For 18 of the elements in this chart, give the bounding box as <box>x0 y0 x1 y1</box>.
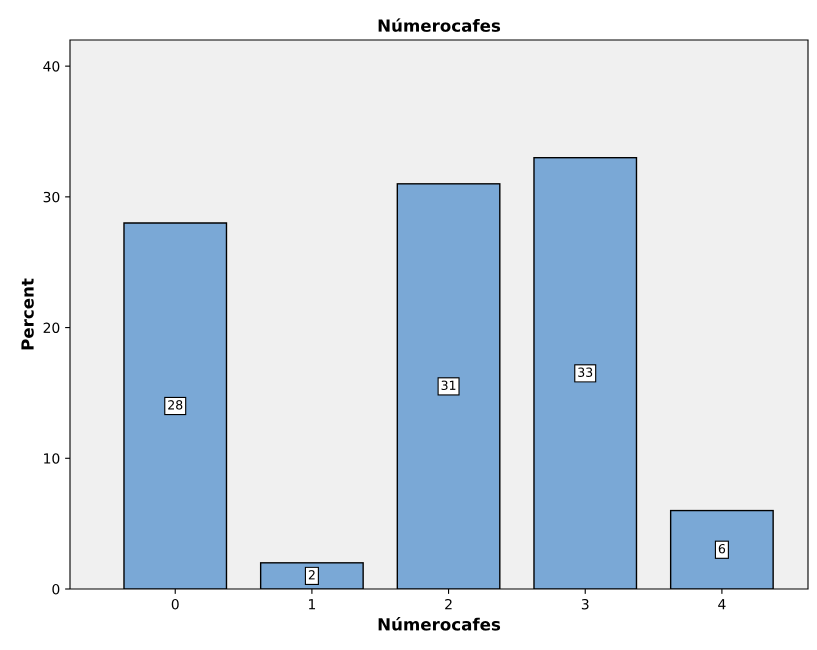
data-label: 2 <box>308 570 315 580</box>
x-tick-label: 4 <box>718 599 726 610</box>
x-tick-label: 3 <box>582 598 589 610</box>
x-tick-label: 2 <box>445 598 452 610</box>
y-tick-label: 0 <box>52 584 60 594</box>
data-label: 33 <box>578 367 592 377</box>
x-tick-label: 0 <box>172 598 179 610</box>
data-label: 28 <box>168 400 182 410</box>
y-tick-label: 40 <box>43 61 60 72</box>
chart-title: Númerocafes <box>378 18 500 32</box>
data-label: 31 <box>442 380 456 390</box>
y-axis-title: Percent <box>21 278 34 350</box>
y-tick-label: 20 <box>44 322 60 334</box>
y-tick-label: 30 <box>44 192 60 202</box>
y-tick-label: 10 <box>44 453 60 464</box>
data-label: 6 <box>718 544 726 554</box>
x-tick-label: 1 <box>309 599 316 610</box>
x-axis-title: Númerocafes <box>378 617 500 631</box>
